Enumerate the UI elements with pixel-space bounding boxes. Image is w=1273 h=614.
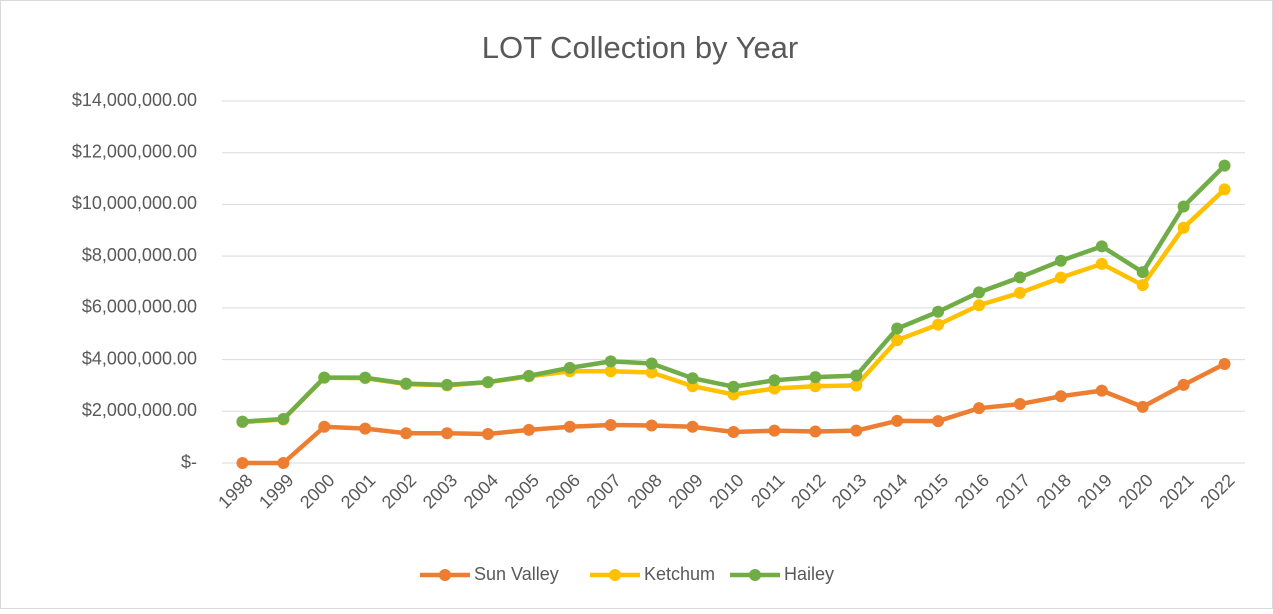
point (604, 418, 617, 431)
point (686, 420, 699, 433)
point (645, 366, 658, 379)
point (645, 419, 658, 432)
point (441, 378, 454, 391)
point (1095, 240, 1108, 253)
point (236, 415, 249, 428)
point (359, 422, 372, 435)
legend-marker (609, 569, 621, 581)
point (891, 334, 904, 347)
point (277, 413, 290, 426)
point (768, 382, 781, 395)
point (891, 322, 904, 335)
point (1054, 254, 1067, 267)
point (481, 376, 494, 389)
point (973, 402, 986, 415)
point (1095, 384, 1108, 397)
point (481, 428, 494, 441)
point (1218, 159, 1231, 172)
point (563, 420, 576, 433)
point (441, 427, 454, 440)
point (850, 379, 863, 392)
point (318, 420, 331, 433)
point (604, 355, 617, 368)
point (563, 361, 576, 374)
point (1013, 271, 1026, 284)
point (932, 318, 945, 331)
point (932, 415, 945, 428)
point (1136, 400, 1149, 413)
point (1054, 390, 1067, 403)
point (1054, 271, 1067, 284)
point (973, 299, 986, 312)
y-tick-label: $6,000,000.00 (82, 297, 197, 317)
point (277, 457, 290, 469)
point (1177, 221, 1190, 234)
point (809, 380, 822, 393)
point (1136, 266, 1149, 279)
point (400, 427, 413, 440)
y-tick-label: $2,000,000.00 (82, 400, 197, 420)
point (891, 414, 904, 427)
point (768, 424, 781, 437)
legend-marker (439, 569, 451, 581)
point (1177, 200, 1190, 213)
legend-label: Hailey (784, 564, 834, 584)
y-tick-label: $10,000,000.00 (72, 193, 197, 213)
legend-label: Sun Valley (474, 564, 559, 584)
point (809, 425, 822, 438)
y-tick-label: $4,000,000.00 (82, 348, 197, 368)
point (932, 305, 945, 318)
point (359, 371, 372, 384)
y-tick-label: $8,000,000.00 (82, 245, 197, 265)
point (604, 365, 617, 378)
chart-title: LOT Collection by Year (482, 30, 799, 65)
legend-marker (749, 569, 761, 581)
point (809, 371, 822, 384)
point (1218, 183, 1231, 196)
legend-label: Ketchum (644, 564, 715, 584)
point (645, 357, 658, 370)
point (522, 423, 535, 436)
y-tick-label: $- (181, 452, 197, 472)
point (727, 380, 740, 393)
y-tick-label: $12,000,000.00 (72, 141, 197, 161)
y-tick-label: $14,000,000.00 (72, 90, 197, 110)
point (318, 371, 331, 384)
point (1136, 279, 1149, 292)
point (850, 424, 863, 437)
point (522, 369, 535, 382)
point (400, 377, 413, 390)
point (1095, 257, 1108, 270)
point (686, 372, 699, 385)
point (850, 369, 863, 382)
point (973, 286, 986, 299)
point (727, 425, 740, 438)
point (1013, 398, 1026, 411)
point (1177, 378, 1190, 391)
point (1218, 357, 1231, 370)
point (236, 457, 249, 469)
point (1013, 286, 1026, 299)
point (768, 374, 781, 387)
